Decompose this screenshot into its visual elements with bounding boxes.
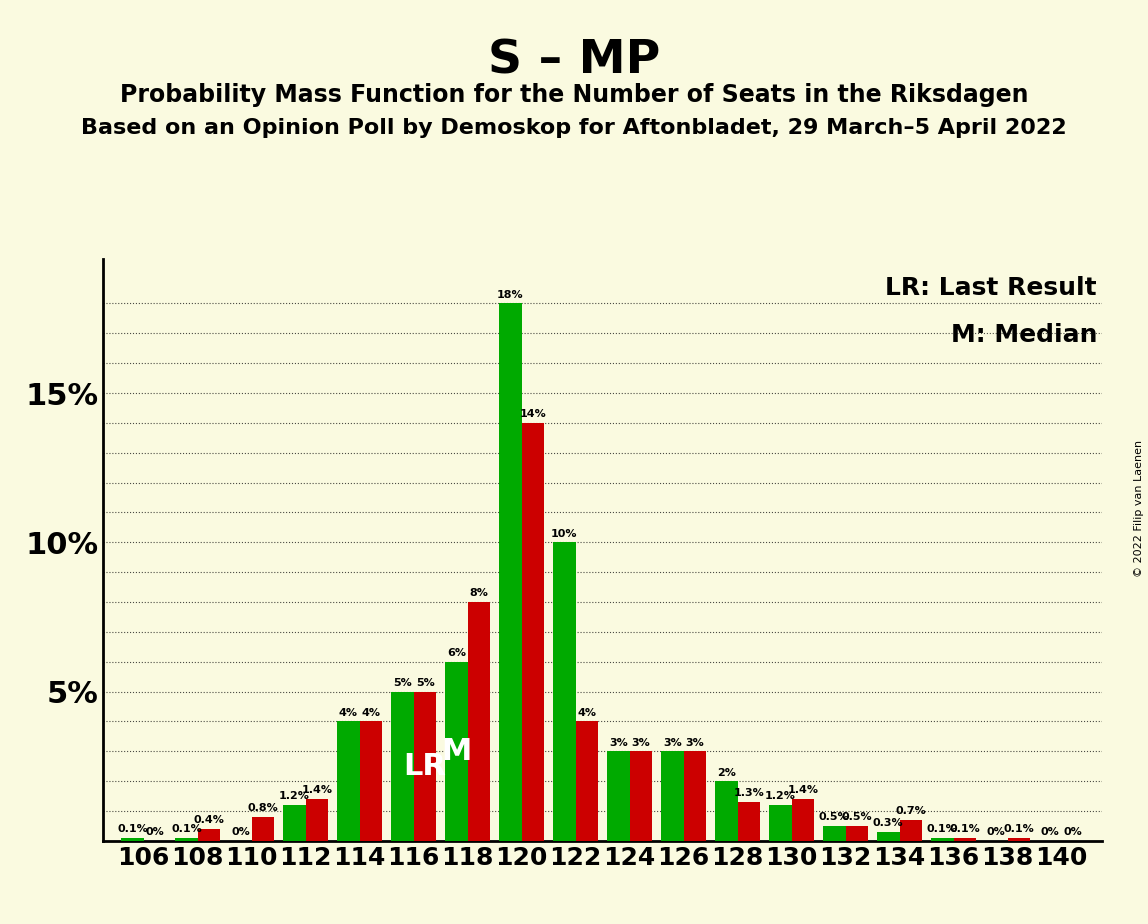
Text: © 2022 Filip van Laenen: © 2022 Filip van Laenen: [1134, 440, 1143, 577]
Bar: [715, 781, 738, 841]
Bar: [823, 826, 846, 841]
Text: 0.8%: 0.8%: [248, 803, 279, 813]
Text: 3%: 3%: [631, 737, 651, 748]
Text: 3%: 3%: [685, 737, 705, 748]
Text: 4%: 4%: [362, 708, 381, 718]
Text: 1.4%: 1.4%: [302, 785, 333, 796]
Bar: [553, 542, 575, 841]
Text: 0%: 0%: [146, 827, 164, 837]
Bar: [877, 832, 900, 841]
Bar: [931, 838, 954, 841]
Text: 10%: 10%: [551, 529, 577, 539]
Bar: [251, 817, 274, 841]
Text: 8%: 8%: [470, 589, 489, 599]
Bar: [176, 838, 197, 841]
Bar: [630, 751, 652, 841]
Text: 1.3%: 1.3%: [734, 788, 765, 798]
Bar: [684, 751, 706, 841]
Text: 0.3%: 0.3%: [872, 819, 903, 828]
Bar: [305, 799, 328, 841]
Text: 0.7%: 0.7%: [895, 807, 926, 817]
Text: 0.1%: 0.1%: [1003, 824, 1034, 834]
Bar: [391, 691, 413, 841]
Text: 0%: 0%: [231, 827, 250, 837]
Bar: [122, 838, 144, 841]
Text: LR: Last Result: LR: Last Result: [885, 276, 1097, 300]
Text: 4%: 4%: [339, 708, 358, 718]
Bar: [607, 751, 630, 841]
Text: 1.2%: 1.2%: [765, 792, 796, 801]
Bar: [284, 805, 305, 841]
Text: 0.5%: 0.5%: [819, 812, 850, 822]
Text: 0.1%: 0.1%: [117, 824, 148, 834]
Bar: [521, 423, 544, 841]
Bar: [661, 751, 684, 841]
Text: 2%: 2%: [716, 768, 736, 778]
Text: 0.1%: 0.1%: [171, 824, 202, 834]
Bar: [575, 722, 598, 841]
Text: 3%: 3%: [608, 737, 628, 748]
Bar: [445, 662, 467, 841]
Text: 0.1%: 0.1%: [949, 824, 980, 834]
Text: 4%: 4%: [577, 708, 597, 718]
Text: 1.2%: 1.2%: [279, 792, 310, 801]
Bar: [792, 799, 814, 841]
Text: LR: LR: [404, 752, 447, 781]
Text: M: Median: M: Median: [951, 322, 1097, 346]
Bar: [846, 826, 868, 841]
Text: Based on an Opinion Poll by Demoskop for Aftonbladet, 29 March–5 April 2022: Based on an Opinion Poll by Demoskop for…: [82, 118, 1066, 139]
Bar: [1008, 838, 1030, 841]
Bar: [954, 838, 976, 841]
Bar: [738, 802, 760, 841]
Bar: [197, 829, 220, 841]
Bar: [769, 805, 792, 841]
Bar: [338, 722, 359, 841]
Bar: [499, 303, 521, 841]
Text: 0.5%: 0.5%: [841, 812, 872, 822]
Text: M: M: [441, 736, 472, 766]
Text: 0.1%: 0.1%: [926, 824, 957, 834]
Text: 14%: 14%: [520, 409, 546, 419]
Text: 5%: 5%: [393, 678, 412, 688]
Bar: [900, 820, 922, 841]
Bar: [359, 722, 382, 841]
Text: S – MP: S – MP: [488, 39, 660, 84]
Text: 3%: 3%: [662, 737, 682, 748]
Text: 5%: 5%: [416, 678, 434, 688]
Text: 18%: 18%: [497, 290, 523, 300]
Text: 0%: 0%: [1041, 827, 1060, 837]
Text: 6%: 6%: [447, 648, 466, 658]
Text: Probability Mass Function for the Number of Seats in the Riksdagen: Probability Mass Function for the Number…: [119, 83, 1029, 107]
Bar: [467, 602, 490, 841]
Bar: [413, 691, 436, 841]
Text: 0%: 0%: [1063, 827, 1083, 837]
Text: 0%: 0%: [987, 827, 1006, 837]
Text: 0.4%: 0.4%: [194, 815, 225, 825]
Text: 1.4%: 1.4%: [788, 785, 819, 796]
